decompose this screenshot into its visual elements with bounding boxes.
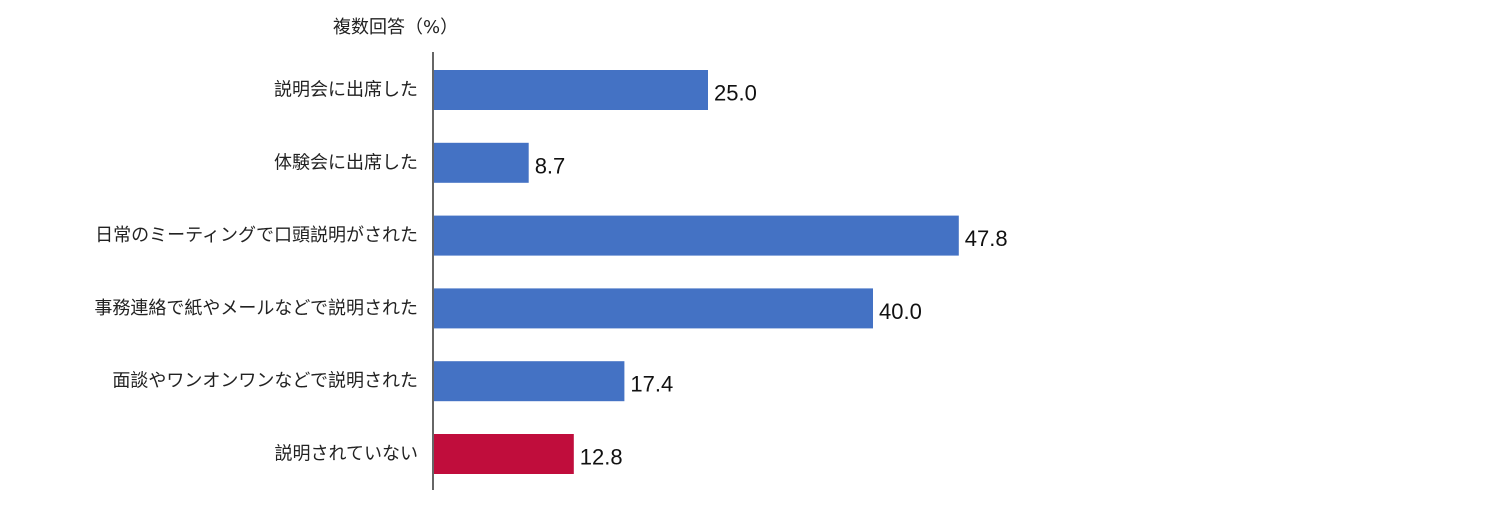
bar <box>434 288 873 329</box>
category-label: 面談やワンオンワンなどで説明された <box>112 371 418 392</box>
bar <box>434 361 625 402</box>
data-label: 17.4 <box>630 372 673 397</box>
data-label: 12.8 <box>580 445 623 470</box>
bar <box>434 142 529 183</box>
category-label: 事務連絡で紙やメールなどで説明された <box>94 298 418 319</box>
data-label: 8.7 <box>535 153 566 178</box>
data-label: 47.8 <box>965 226 1008 251</box>
data-label: 40.0 <box>879 299 922 324</box>
category-label: 日常のミーティングで口頭説明がされた <box>95 225 418 246</box>
bar <box>434 70 708 110</box>
bar <box>434 215 959 256</box>
category-label: 説明されていない <box>275 444 418 465</box>
bar <box>434 434 574 474</box>
chart-unit-label: 複数回答（%） <box>333 17 459 38</box>
category-label: 体験会に出席した <box>274 152 418 173</box>
category-label: 説明会に出席した <box>274 80 418 101</box>
data-label: 25.0 <box>714 81 757 106</box>
